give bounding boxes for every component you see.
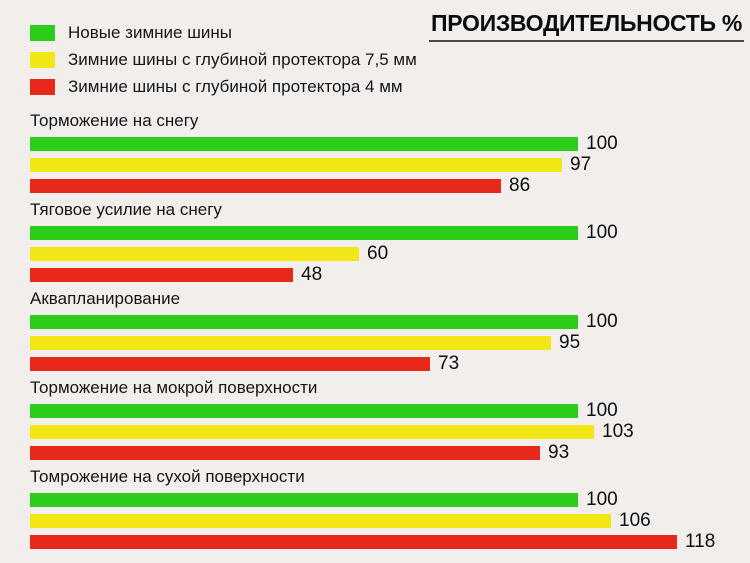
legend-swatch-green — [30, 25, 55, 41]
legend-item-label: Зимние шины с глубиной протектора 4 мм — [68, 77, 403, 96]
legend: Новые зимние шины Зимние шины с глубиной … — [30, 23, 750, 96]
bar-row: 103 — [30, 421, 750, 442]
bar-row: 95 — [30, 332, 750, 353]
bar-row: 48 — [30, 264, 750, 285]
bar-yellow — [30, 247, 359, 261]
bar-row: 100 — [30, 489, 750, 510]
bar-yellow — [30, 336, 551, 350]
bar-value: 100 — [586, 311, 618, 332]
bar-row: 93 — [30, 442, 750, 463]
bar-value: 100 — [586, 400, 618, 421]
bar-red — [30, 268, 293, 282]
legend-item: Зимние шины с глубиной протектора 7,5 мм — [30, 50, 750, 69]
bar-row: 106 — [30, 510, 750, 531]
bar-row: 73 — [30, 353, 750, 374]
bar-green — [30, 137, 578, 151]
bar-green — [30, 226, 578, 240]
legend-item-label: Зимние шины с глубиной протектора 7,5 мм — [68, 50, 417, 69]
bar-group: Аквапланирование 100 95 73 — [30, 289, 750, 374]
bar-group: Томрожение на сухой поверхности 100 106 118 — [30, 467, 750, 552]
group-label: Тяговое усилие на снегу — [30, 200, 222, 219]
legend-item: Зимние шины с глубиной протектора 4 мм — [30, 77, 750, 96]
bar-red — [30, 535, 677, 549]
bar-row: 118 — [30, 531, 750, 552]
bar-value: 106 — [619, 510, 651, 531]
bar-red — [30, 357, 430, 371]
bar-value: 100 — [586, 222, 618, 243]
group-label: Аквапланирование — [30, 289, 181, 308]
bar-value: 95 — [559, 332, 581, 353]
chart: Торможение на снегу 100 97 86 Тяговое усилие… — [30, 111, 750, 552]
bar-group: Тяговое усилие на снегу 100 60 48 — [30, 200, 750, 285]
bar-green — [30, 493, 578, 507]
bar-row: 100 — [30, 311, 750, 332]
bar-value: 103 — [602, 421, 634, 442]
group-label: Томрожение на сухой поверхности — [30, 467, 305, 486]
bar-red — [30, 446, 540, 460]
bar-value: 73 — [438, 353, 460, 374]
bar-yellow — [30, 158, 562, 172]
bar-row: 100 — [30, 133, 750, 154]
bar-yellow — [30, 514, 611, 528]
group-label: Торможение на мокрой поверхности — [30, 378, 318, 397]
bar-value: 100 — [586, 489, 618, 510]
bar-row: 100 — [30, 222, 750, 243]
bar-row: 60 — [30, 243, 750, 264]
bar-green — [30, 315, 578, 329]
legend-item: Новые зимние шины — [30, 23, 750, 42]
bar-group: Торможение на мокрой поверхности 100 103 93 — [30, 378, 750, 463]
bar-value: 93 — [548, 442, 570, 463]
group-label: Торможение на снегу — [30, 111, 199, 130]
bar-value: 48 — [301, 264, 323, 285]
legend-item-label: Новые зимние шины — [68, 23, 232, 42]
bar-value: 118 — [685, 531, 716, 552]
page-title: ПРОИЗВОДИТЕЛЬНОСТЬ % — [429, 10, 744, 42]
bar-red — [30, 179, 501, 193]
bar-row: 86 — [30, 175, 750, 196]
bar-value: 60 — [367, 243, 389, 264]
bar-green — [30, 404, 578, 418]
bar-group: Торможение на снегу 100 97 86 — [30, 111, 750, 196]
bar-value: 86 — [509, 175, 531, 196]
bar-row: 100 — [30, 400, 750, 421]
bar-yellow — [30, 425, 594, 439]
legend-swatch-red — [30, 79, 55, 95]
bar-value: 97 — [570, 154, 592, 175]
legend-swatch-yellow — [30, 52, 55, 68]
bar-row: 97 — [30, 154, 750, 175]
bar-value: 100 — [586, 133, 618, 154]
